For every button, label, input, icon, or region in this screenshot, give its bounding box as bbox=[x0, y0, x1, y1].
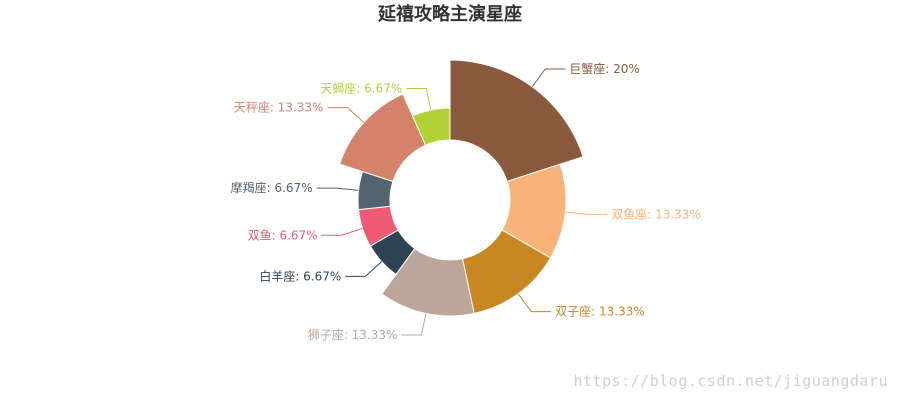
slice-label-7: 天秤座: 13.33% bbox=[234, 100, 324, 115]
slice-label-5: 双鱼: 6.67% bbox=[248, 228, 318, 242]
slice-label-8: 天蝎座: 6.67% bbox=[320, 80, 402, 95]
leader-line-2 bbox=[517, 293, 552, 313]
leader-line-1 bbox=[565, 211, 608, 215]
slice-label-1: 双鱼座: 13.33% bbox=[611, 206, 701, 221]
leader-line-7 bbox=[327, 107, 365, 123]
leader-line-0 bbox=[531, 68, 566, 88]
leader-line-6 bbox=[316, 187, 359, 191]
leader-line-4 bbox=[345, 261, 382, 277]
pie-slice-7[interactable] bbox=[339, 93, 427, 183]
pie-slice-3[interactable] bbox=[381, 247, 475, 317]
slice-label-2: 双子座: 13.33% bbox=[555, 304, 645, 319]
pie-slice-0[interactable] bbox=[449, 59, 584, 183]
slice-label-0: 巨蟹座: 20% bbox=[569, 61, 640, 76]
watermark-url: https://blog.csdn.net/jiguangdaru bbox=[573, 372, 888, 390]
leader-line-5 bbox=[321, 227, 363, 236]
chart-title: 延禧攻略主演星座 bbox=[377, 3, 522, 25]
leader-line-3 bbox=[401, 313, 427, 336]
pie-slice-8[interactable] bbox=[411, 107, 451, 146]
slice-label-3: 狮子座: 13.33% bbox=[308, 327, 398, 342]
slice-label-6: 摩羯座: 6.67% bbox=[231, 180, 313, 195]
slice-label-4: 白羊座: 6.67% bbox=[259, 268, 341, 283]
leader-line-8 bbox=[406, 87, 432, 111]
